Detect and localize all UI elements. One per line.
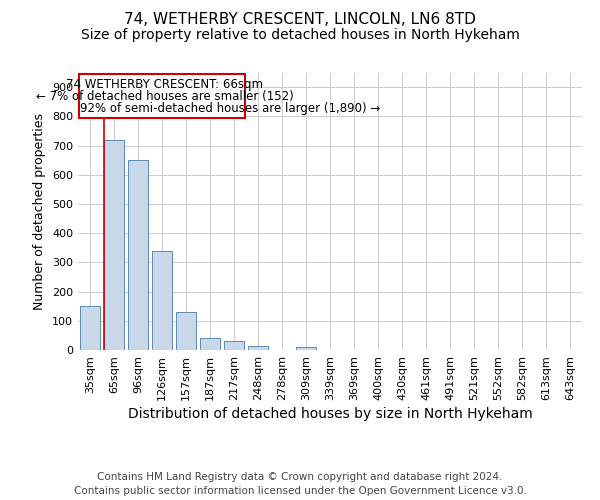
- Bar: [224, 341, 244, 350]
- Text: 74, WETHERBY CRESCENT, LINCOLN, LN6 8TD: 74, WETHERBY CRESCENT, LINCOLN, LN6 8TD: [124, 12, 476, 28]
- FancyBboxPatch shape: [79, 74, 245, 118]
- Bar: [200, 338, 220, 350]
- Bar: [128, 160, 148, 350]
- Text: Contains HM Land Registry data © Crown copyright and database right 2024.: Contains HM Land Registry data © Crown c…: [97, 472, 503, 482]
- Bar: [176, 312, 196, 350]
- Bar: [248, 346, 268, 350]
- Text: Contains public sector information licensed under the Open Government Licence v3: Contains public sector information licen…: [74, 486, 526, 496]
- X-axis label: Distribution of detached houses by size in North Hykeham: Distribution of detached houses by size …: [128, 407, 532, 421]
- Bar: [296, 347, 316, 350]
- Bar: [104, 140, 124, 350]
- Text: Size of property relative to detached houses in North Hykeham: Size of property relative to detached ho…: [80, 28, 520, 42]
- Y-axis label: Number of detached properties: Number of detached properties: [34, 113, 46, 310]
- Bar: [152, 250, 172, 350]
- Text: 92% of semi-detached houses are larger (1,890) →: 92% of semi-detached houses are larger (…: [80, 102, 380, 114]
- Bar: [80, 306, 100, 350]
- Text: 74 WETHERBY CRESCENT: 66sqm: 74 WETHERBY CRESCENT: 66sqm: [66, 78, 263, 92]
- Text: ← 7% of detached houses are smaller (152): ← 7% of detached houses are smaller (152…: [35, 90, 293, 103]
